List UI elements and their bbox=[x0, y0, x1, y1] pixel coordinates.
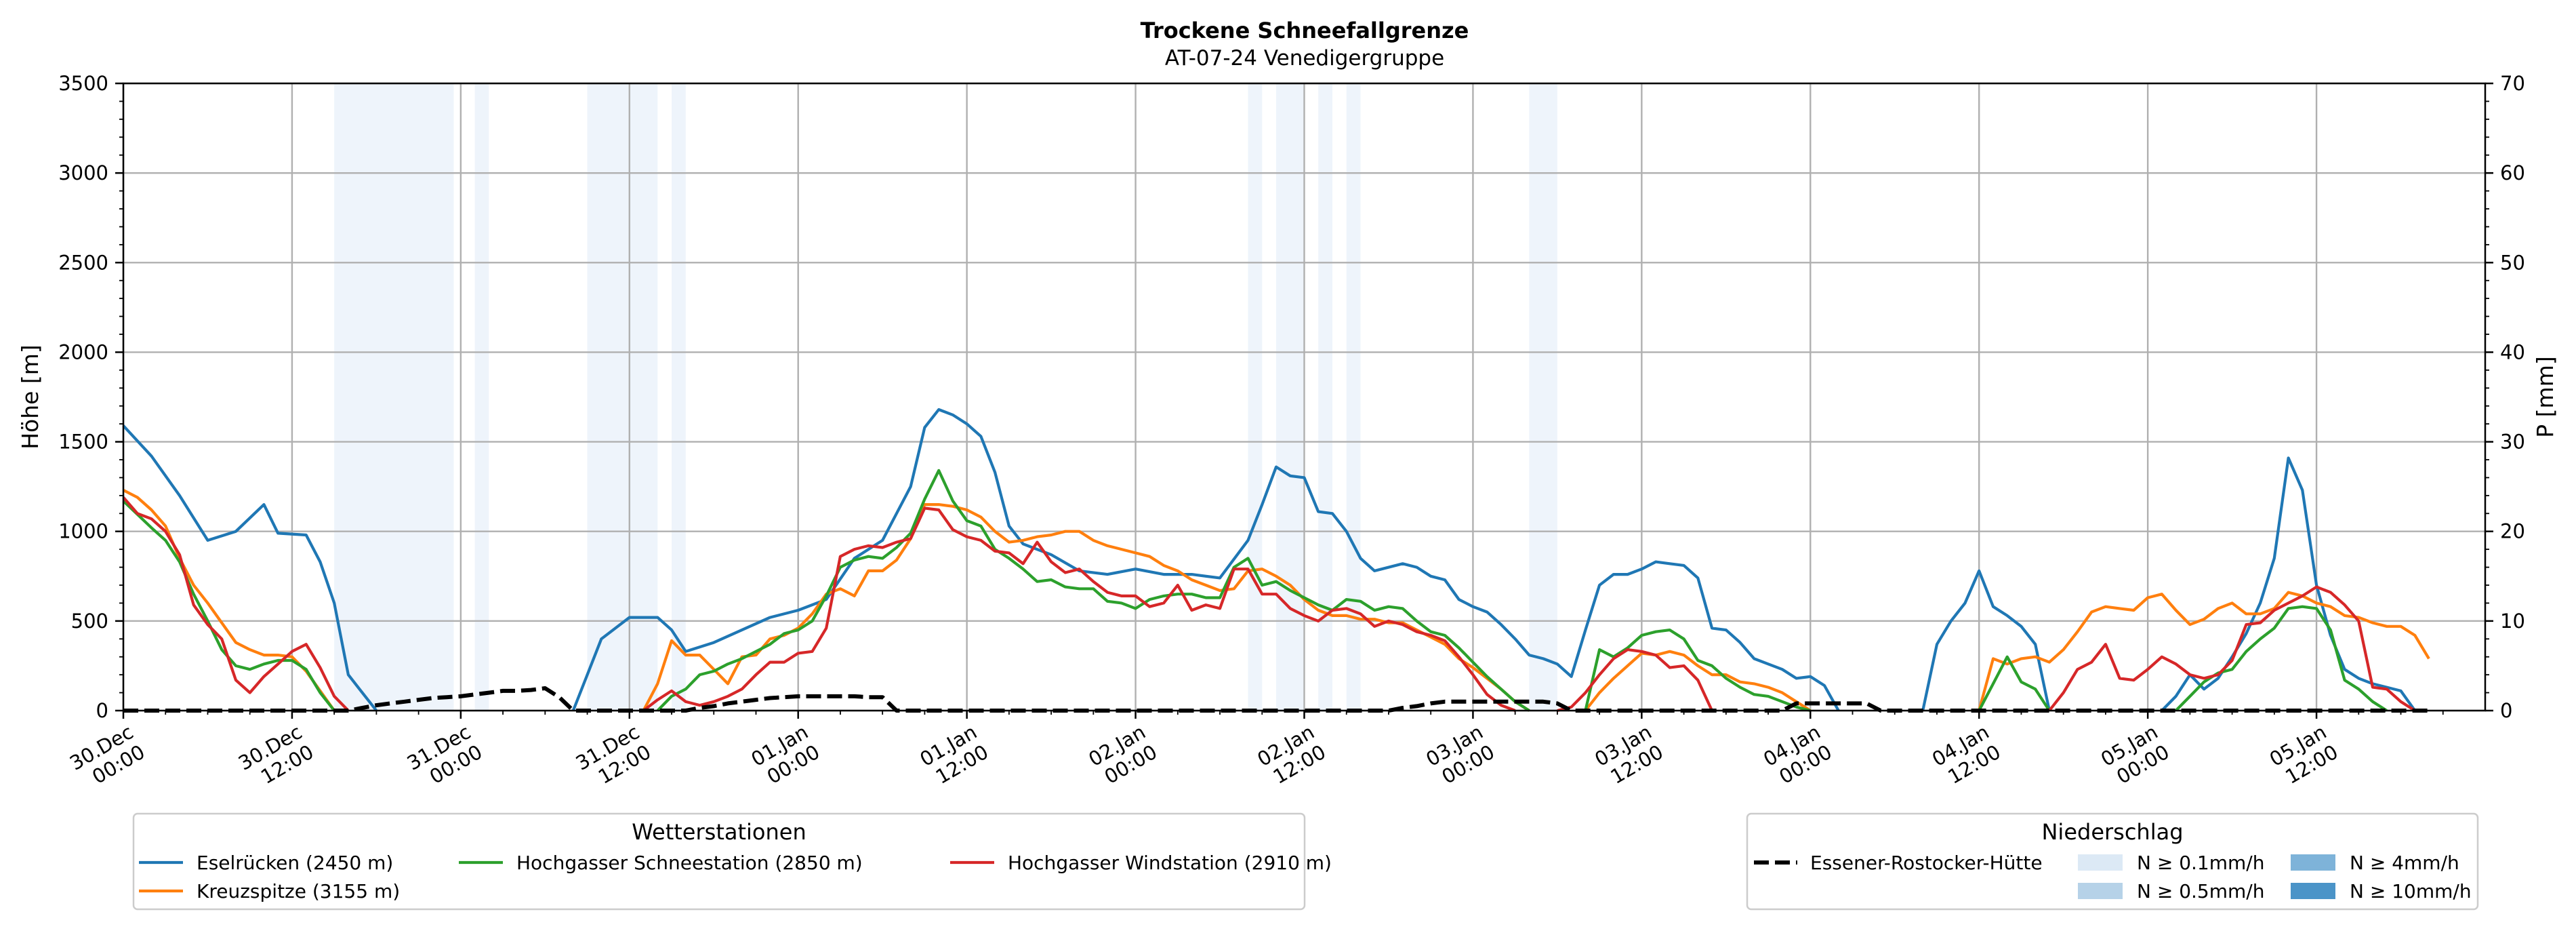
legend-precip-level-swatch bbox=[2078, 883, 2123, 899]
chart-title: Trockene Schneefallgrenze bbox=[1141, 18, 1469, 43]
y-right-tick-label: 60 bbox=[2500, 161, 2525, 184]
legend-precip-level-label: N ≥ 0.1mm/h bbox=[2137, 852, 2264, 874]
legend-precip-station-label: Essener-Rostocker-Hütte bbox=[1810, 852, 2043, 874]
y-left-tick-label: 0 bbox=[96, 699, 108, 722]
series-line-1 bbox=[123, 489, 2430, 712]
legend-station-label: Kreuzspitze (3155 m) bbox=[197, 880, 400, 902]
y-right-tick-label: 70 bbox=[2500, 72, 2525, 95]
y-right-tick-label: 30 bbox=[2500, 431, 2525, 454]
precip-span bbox=[1248, 83, 1263, 711]
y-left-tick-label: 3500 bbox=[58, 72, 108, 95]
y-right-tick-label: 50 bbox=[2500, 251, 2525, 274]
legend-station-label: Hochgasser Schneestation (2850 m) bbox=[516, 852, 863, 874]
legend-stations-title: Wetterstationen bbox=[632, 819, 806, 845]
y-left-tick-label: 2000 bbox=[58, 340, 108, 363]
chart-subtitle: AT-07-24 Venedigergruppe bbox=[1165, 46, 1444, 71]
precip-span bbox=[1276, 83, 1305, 711]
precip-span bbox=[1318, 83, 1332, 711]
legend-precip-level-swatch bbox=[2291, 883, 2335, 899]
series-line-0 bbox=[122, 408, 2417, 712]
legend-precip-level-swatch bbox=[2078, 854, 2123, 871]
y-left-tick-label: 3000 bbox=[58, 161, 108, 184]
y-left-tick-label: 2500 bbox=[58, 251, 108, 274]
y-right-tick-label: 20 bbox=[2500, 520, 2525, 543]
legend-precip-title: Niederschlag bbox=[2041, 819, 2183, 845]
legend-precip-level-label: N ≥ 4mm/h bbox=[2350, 852, 2459, 874]
precip-span bbox=[587, 83, 658, 711]
y-left-tick-label: 1500 bbox=[58, 431, 108, 454]
legend-precip-level-label: N ≥ 10mm/h bbox=[2350, 880, 2472, 902]
legend-precip-level-label: N ≥ 0.5mm/h bbox=[2137, 880, 2264, 902]
y-right-tick-label: 40 bbox=[2500, 340, 2525, 363]
legend-station-label: Eselrücken (2450 m) bbox=[197, 852, 393, 874]
precip-span bbox=[474, 83, 489, 711]
series-line-3 bbox=[122, 496, 2416, 713]
legend-station-label: Hochgasser Windstation (2910 m) bbox=[1008, 852, 1332, 874]
legend-stations-box bbox=[132, 812, 1306, 911]
y-axis-label-right: P [mm] bbox=[2532, 356, 2558, 437]
precip-span bbox=[672, 83, 686, 711]
precip-span bbox=[1529, 83, 1557, 711]
y-right-tick-label: 0 bbox=[2500, 699, 2512, 722]
y-right-tick-label: 10 bbox=[2500, 610, 2525, 633]
legend-precip-level-swatch bbox=[2291, 854, 2335, 871]
series-line-4 bbox=[123, 686, 2429, 713]
precip-span bbox=[334, 83, 454, 711]
y-left-tick-label: 1000 bbox=[58, 520, 108, 543]
y-left-tick-label: 500 bbox=[71, 610, 108, 633]
series-line-2 bbox=[122, 469, 2388, 713]
y-axis-label-left: Höhe [m] bbox=[17, 344, 43, 450]
